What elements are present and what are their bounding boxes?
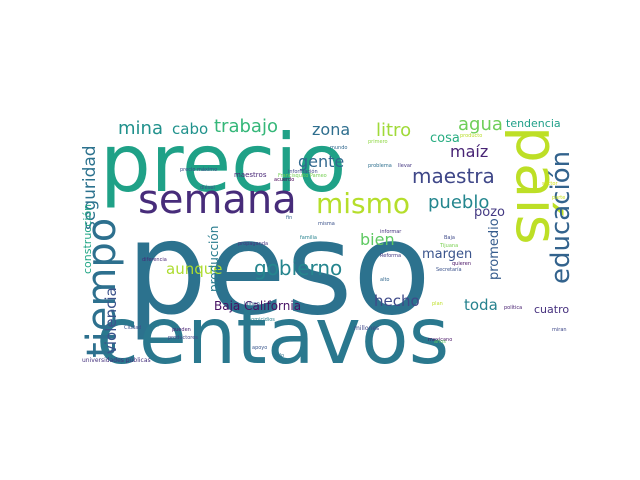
word-llevar: llevar <box>398 163 412 169</box>
word-parte: parte <box>552 195 566 201</box>
word-acuerdo: acuerdo <box>274 177 295 183</box>
word-mundo: mundo <box>330 145 348 151</box>
word-anos: años <box>434 339 446 345</box>
word-produccion: producción <box>207 225 221 292</box>
word-producto: producto <box>460 133 483 139</box>
word-gente: gente <box>298 152 345 171</box>
word-pueblo: pueblo <box>428 192 490 213</box>
word-propaganda: propaganda <box>238 241 269 247</box>
word-informar: informar <box>380 229 402 235</box>
word-centavos: centavos <box>96 292 450 368</box>
word-mismo: mismo <box>316 187 411 220</box>
word-construccion: construcción <box>81 203 94 274</box>
word-apoyo: apoyo <box>252 345 268 351</box>
word-miran: miran <box>552 327 567 333</box>
word-baja: Baja <box>444 235 455 241</box>
word-solo: sólo <box>274 353 285 359</box>
word-homicidios: homicidios <box>248 317 275 323</box>
word-precio-maximo: precio máximo <box>180 167 218 173</box>
word-misma: misma <box>318 221 335 227</box>
word-aunque: aunque <box>166 260 223 278</box>
word-politica: política <box>504 305 523 311</box>
word-margen: margen <box>422 247 473 262</box>
word-fin: fin <box>286 215 293 221</box>
word-jalisco: Jalisco <box>244 301 260 307</box>
word-precio: precio <box>100 117 347 210</box>
word-tendencia: tendencia <box>506 117 561 130</box>
word-gobierno: gobierno <box>254 256 343 280</box>
word-educacion: educación <box>546 150 574 284</box>
word-universidades-publicas: universidades públicas <box>82 357 151 364</box>
word-problema: problema <box>368 163 392 169</box>
word-primero: primero <box>368 139 388 145</box>
word-diferencia: diferencia <box>142 257 167 263</box>
word-tijuana: Tijuana <box>440 243 459 249</box>
word-productores: productores <box>168 335 198 341</box>
word-informacion: información <box>288 169 318 175</box>
word-pozo: pozo <box>474 205 505 220</box>
word-trabajo: trabajo <box>214 116 278 137</box>
word-cosa: cosa <box>430 131 460 146</box>
word-bien: bien <box>360 230 395 249</box>
word-cuatro: cuatro <box>534 303 570 316</box>
word-zona: zona <box>312 120 351 139</box>
word-cabo: cabo <box>172 120 209 138</box>
word-cloud: peso centavos precio país semana tiempo … <box>78 110 574 368</box>
word-maiz: maíz <box>450 142 489 161</box>
word-pueden: pueden <box>172 327 191 333</box>
word-mexicano: mexicano <box>428 337 453 343</box>
word-seguir: seguir <box>144 323 160 329</box>
word-plan: plan <box>432 301 443 307</box>
word-litro: litro <box>376 120 412 141</box>
word-semana: semana <box>138 177 297 223</box>
word-secretaria: Secretaría <box>436 267 462 273</box>
word-millones: millones <box>354 325 380 332</box>
word-sector: sector <box>542 181 558 187</box>
word-hecho: hecho <box>374 292 420 310</box>
word-baja-california: Baja California <box>214 299 302 313</box>
word-maestra: maestra <box>412 164 495 188</box>
word-toda: toda <box>464 296 498 314</box>
word-violencia: violencia <box>102 287 120 354</box>
word-francisquito-pameo: Francisquito Pameo <box>278 173 327 179</box>
word-alto: alto <box>380 277 390 283</box>
word-ciudad: Ciudad <box>124 325 142 331</box>
word-mina: mina <box>118 118 163 139</box>
word-agua: agua <box>458 114 503 135</box>
word-promedio: promedio <box>487 218 502 280</box>
word-peso: peso <box>126 195 431 344</box>
word-quieren: quieren <box>452 261 471 267</box>
word-diesel: diésel <box>200 185 215 191</box>
word-familia: familia <box>300 235 317 241</box>
word-maestros: maestros <box>234 171 267 179</box>
word-reforma: Reforma <box>380 253 402 259</box>
